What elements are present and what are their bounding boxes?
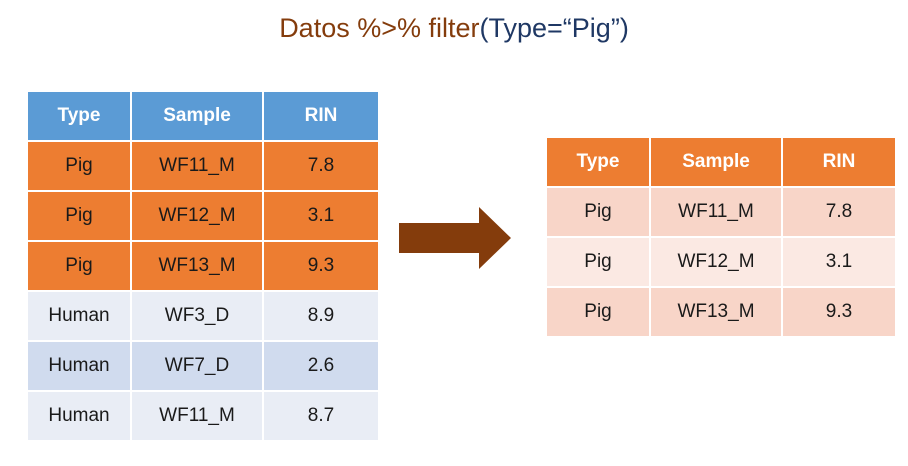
cell-rin: 9.3 bbox=[781, 286, 897, 338]
column-header-sample: Sample bbox=[649, 136, 783, 188]
cell-sample: WF13_M bbox=[649, 286, 783, 338]
cell-sample: WF11_M bbox=[130, 390, 264, 442]
cell-rin: 7.8 bbox=[262, 140, 380, 192]
table-row: Pig WF13_M 9.3 bbox=[26, 240, 380, 292]
cell-sample: WF7_D bbox=[130, 340, 264, 392]
table-row: Pig WF12_M 3.1 bbox=[26, 190, 380, 242]
title-function: Datos %>% filter bbox=[279, 13, 480, 43]
table-header-row: Type Sample RIN bbox=[545, 136, 897, 188]
table-row: Pig WF12_M 3.1 bbox=[545, 236, 897, 288]
column-header-rin: RIN bbox=[262, 90, 380, 142]
cell-rin: 3.1 bbox=[781, 236, 897, 288]
cell-type: Human bbox=[26, 340, 132, 392]
output-table: Type Sample RIN Pig WF11_M 7.8 Pig WF12_… bbox=[545, 136, 897, 338]
cell-type: Human bbox=[26, 290, 132, 342]
cell-sample: WF11_M bbox=[649, 186, 783, 238]
column-header-type: Type bbox=[545, 136, 651, 188]
cell-type: Human bbox=[26, 390, 132, 442]
cell-rin: 7.8 bbox=[781, 186, 897, 238]
right-arrow-icon bbox=[399, 207, 511, 269]
cell-sample: WF12_M bbox=[649, 236, 783, 288]
column-header-rin: RIN bbox=[781, 136, 897, 188]
cell-sample: WF3_D bbox=[130, 290, 264, 342]
cell-type: Pig bbox=[26, 140, 132, 192]
cell-rin: 9.3 bbox=[262, 240, 380, 292]
table-row: Pig WF11_M 7.8 bbox=[26, 140, 380, 192]
table-row: Human WF3_D 8.9 bbox=[26, 290, 380, 342]
table-header-row: Type Sample RIN bbox=[26, 90, 380, 142]
cell-sample: WF11_M bbox=[130, 140, 264, 192]
table-row: Pig WF11_M 7.8 bbox=[545, 186, 897, 238]
cell-rin: 3.1 bbox=[262, 190, 380, 242]
slide-title: Datos %>% filter(Type=“Pig”) bbox=[0, 10, 908, 46]
table-row: Human WF11_M 8.7 bbox=[26, 390, 380, 442]
table-row: Pig WF13_M 9.3 bbox=[545, 286, 897, 338]
cell-sample: WF12_M bbox=[130, 190, 264, 242]
input-table: Type Sample RIN Pig WF11_M 7.8 Pig WF12_… bbox=[26, 90, 380, 442]
cell-rin: 2.6 bbox=[262, 340, 380, 392]
cell-rin: 8.9 bbox=[262, 290, 380, 342]
cell-rin: 8.7 bbox=[262, 390, 380, 442]
table-row: Human WF7_D 2.6 bbox=[26, 340, 380, 392]
cell-type: Pig bbox=[26, 240, 132, 292]
cell-type: Pig bbox=[545, 186, 651, 238]
cell-type: Pig bbox=[26, 190, 132, 242]
title-arguments: (Type=“Pig”) bbox=[479, 13, 629, 43]
column-header-sample: Sample bbox=[130, 90, 264, 142]
cell-type: Pig bbox=[545, 236, 651, 288]
cell-sample: WF13_M bbox=[130, 240, 264, 292]
cell-type: Pig bbox=[545, 286, 651, 338]
column-header-type: Type bbox=[26, 90, 132, 142]
